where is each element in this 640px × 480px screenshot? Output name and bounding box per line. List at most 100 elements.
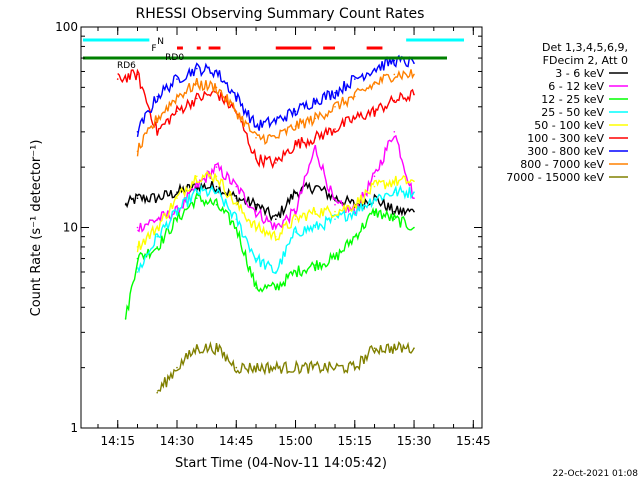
x-tick-label: 15:00: [278, 434, 313, 448]
data-point: [176, 366, 178, 369]
legend-label: 6 - 12 keV: [548, 80, 604, 93]
series-1: [136, 131, 415, 233]
data-point: [275, 120, 277, 122]
data-point: [354, 235, 356, 238]
series-line-4: [136, 170, 415, 253]
plot-area: NF RD0 RD6: [83, 37, 464, 394]
x-tick-label: 15:30: [397, 434, 432, 448]
data-point: [196, 185, 198, 188]
data-point: [255, 203, 257, 206]
legend-header: Det 1,3,4,5,6,9,: [542, 41, 628, 54]
chart-title: RHESSI Observing Summary Count Rates: [136, 6, 425, 22]
data-point: [235, 203, 238, 206]
data-point: [235, 110, 238, 113]
data-point: [373, 347, 376, 350]
data-point: [255, 137, 257, 139]
x-tick-label: 15:15: [337, 434, 372, 448]
legend-label: 7000 - 15000 keV: [506, 171, 604, 184]
legend-label: 800 - 7000 keV: [520, 158, 604, 171]
series-line-5: [117, 68, 415, 170]
data-point: [136, 257, 139, 260]
legend-label: 12 - 25 keV: [541, 93, 604, 106]
data-point: [413, 73, 415, 76]
annotation-label: RD6: [117, 61, 136, 71]
data-point: [314, 185, 317, 188]
data-point: [215, 347, 218, 350]
data-point: [136, 73, 139, 76]
data-point: [136, 246, 139, 248]
data-point: [354, 203, 356, 206]
data-point: [373, 210, 376, 213]
annotation-flags: NF RD0 RD6: [83, 37, 464, 71]
series-3: [136, 183, 415, 275]
annotation-label: F: [151, 44, 156, 54]
data-point: [235, 218, 238, 220]
data-point: [176, 191, 178, 193]
data-point: [294, 218, 297, 220]
data-point: [334, 106, 336, 108]
data-point: [255, 125, 257, 127]
data-point: [124, 203, 127, 206]
data-point: [176, 218, 178, 220]
data-point: [124, 318, 127, 320]
data-point: [393, 99, 396, 102]
data-point: [215, 86, 218, 89]
data-point: [136, 271, 139, 273]
data-point: [294, 125, 297, 127]
data-point: [393, 191, 396, 193]
x-tick-label: 14:15: [100, 434, 135, 448]
data-point: [255, 287, 257, 289]
data-point: [196, 67, 198, 70]
legend-label: 25 - 50 keV: [541, 106, 604, 119]
data-point: [413, 62, 415, 64]
data-point: [156, 197, 158, 199]
data-point: [334, 210, 336, 213]
series-8: [156, 340, 415, 394]
data-point: [176, 78, 178, 80]
series-line-8: [156, 340, 415, 392]
data-point: [413, 180, 415, 183]
data-point: [255, 158, 257, 160]
data-point: [156, 235, 158, 238]
data-point: [156, 391, 158, 394]
annotation-label: RD0: [165, 53, 184, 63]
data-point: [156, 226, 158, 229]
data-point: [373, 197, 376, 199]
data-point: [275, 235, 277, 238]
data-point: [156, 131, 158, 133]
series-line-0: [124, 181, 415, 222]
data-point: [413, 226, 415, 229]
data-point: [373, 67, 376, 70]
data-point: [275, 226, 277, 229]
data-point: [215, 70, 218, 73]
data-point: [215, 166, 218, 168]
data-point: [373, 175, 376, 178]
legend-label: 50 - 100 keV: [534, 119, 604, 132]
data-point: [255, 226, 257, 229]
data-point: [393, 131, 396, 133]
data-point: [393, 59, 396, 62]
data-point: [196, 347, 198, 350]
data-point: [196, 191, 198, 193]
data-point: [116, 78, 119, 80]
data-point: [334, 91, 336, 94]
series-line-6: [136, 54, 415, 138]
data-point: [314, 99, 317, 102]
data-point: [354, 117, 356, 120]
data-point: [314, 264, 317, 266]
data-point: [393, 73, 396, 76]
data-point: [294, 210, 297, 213]
data-point: [215, 185, 218, 188]
data-point: [136, 197, 139, 199]
axes: 14:15 14:30 14:45 15:00 15:15 15:30 15:45 1 10 10…: [55, 20, 491, 448]
data-point: [393, 210, 396, 213]
data-point: [255, 257, 257, 260]
data-point: [413, 210, 415, 213]
data-point: [354, 78, 356, 80]
data-point: [373, 110, 376, 113]
x-tick-label: 15:45: [456, 434, 491, 448]
data-point: [294, 143, 297, 146]
data-point: [373, 185, 376, 188]
